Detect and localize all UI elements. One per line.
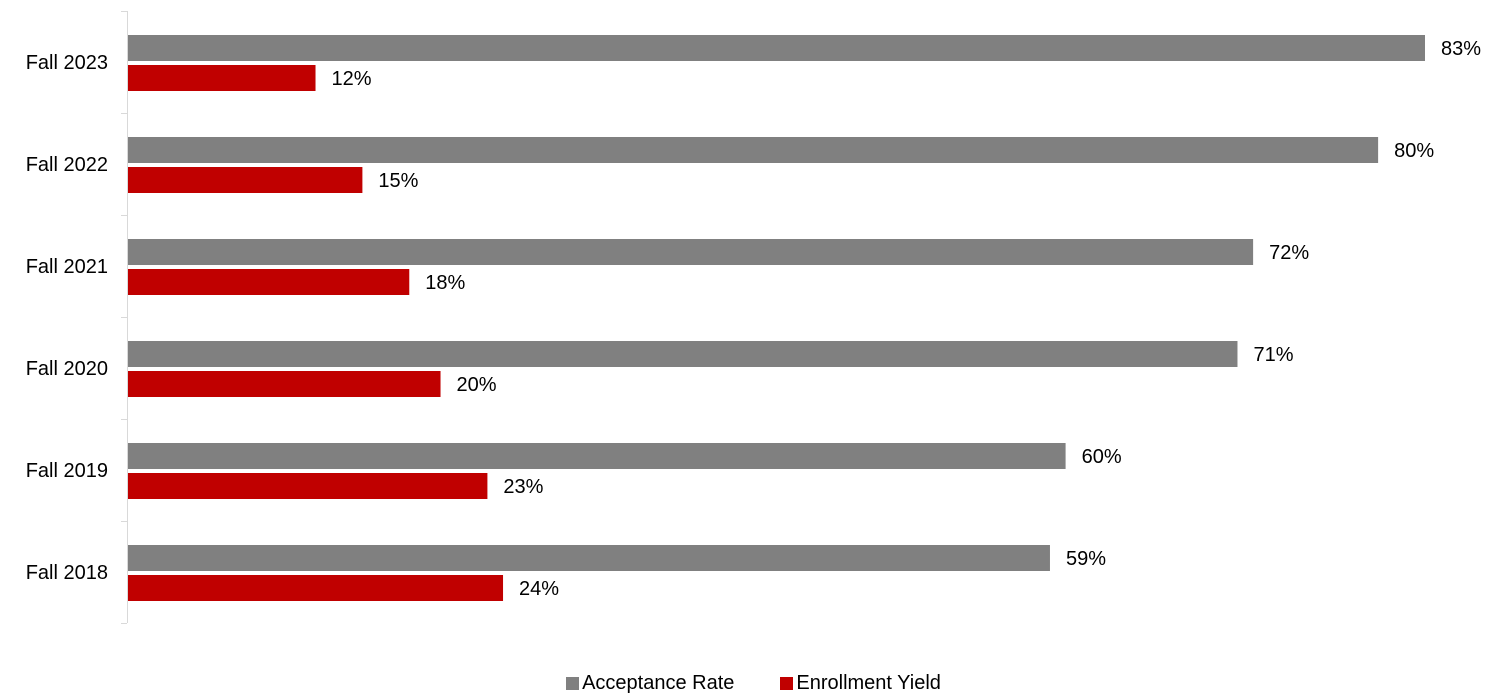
- legend-label-enrollment-yield: Enrollment Yield: [796, 671, 941, 694]
- enrollment-yield-data-label: 20%: [457, 374, 497, 396]
- acceptance-rate-data-label: 71%: [1253, 344, 1293, 366]
- legend-swatch-acceptance-rate: [566, 676, 580, 690]
- bars-layer: [128, 35, 1425, 601]
- category-label: Fall 2023: [26, 52, 108, 74]
- enrollment-yield-bar: [128, 473, 488, 499]
- legend-label-acceptance-rate: Acceptance Rate: [582, 671, 735, 694]
- category-label: Fall 2021: [26, 256, 108, 278]
- enrollment-yield-data-label: 18%: [425, 272, 465, 294]
- enrollment-yield-data-label: 15%: [378, 170, 418, 192]
- enrollment-yield-bar: [128, 167, 363, 193]
- enrollment-yield-data-label: 23%: [503, 476, 543, 498]
- acceptance-rate-data-label: 72%: [1269, 242, 1309, 264]
- axis-layer: [121, 11, 128, 624]
- acceptance-rate-bar: [128, 239, 1254, 265]
- acceptance-rate-bar: [128, 545, 1050, 571]
- category-label: Fall 2018: [26, 562, 108, 584]
- category-label: Fall 2022: [26, 154, 108, 176]
- legend-swatch-enrollment-yield: [780, 676, 794, 690]
- acceptance-rate-bar: [128, 137, 1379, 163]
- acceptance-rate-bar: [128, 443, 1066, 469]
- enrollment-yield-bar: [128, 269, 410, 295]
- enrollment-yield-bar: [128, 65, 316, 91]
- acceptance-rate-data-label: 60%: [1082, 446, 1122, 468]
- labels-layer: Fall 2023 83% 12% Fall 2022 80% 15% Fall 2021 7…: [26, 38, 1482, 600]
- enrollment-yield-bar: [128, 575, 504, 601]
- legend-item-acceptance-rate: Acceptance Rate: [566, 672, 734, 695]
- acceptance-rate-data-label: 83%: [1441, 38, 1481, 60]
- acceptance-rate-data-label: 80%: [1394, 140, 1434, 162]
- enrollment-yield-data-label: 24%: [519, 578, 559, 600]
- legend: Acceptance Rate Enrollment Yield: [0, 668, 1507, 698]
- category-label: Fall 2019: [26, 460, 108, 482]
- legend-item-enrollment-yield: Enrollment Yield: [780, 672, 941, 695]
- enrollment-yield-data-label: 12%: [332, 68, 372, 90]
- category-label: Fall 2020: [26, 358, 108, 380]
- acceptance-rate-bar: [128, 35, 1425, 61]
- acceptance-rate-data-label: 59%: [1066, 548, 1106, 570]
- acceptance-rate-bar: [128, 341, 1238, 367]
- enrollment-yield-bar: [128, 371, 441, 397]
